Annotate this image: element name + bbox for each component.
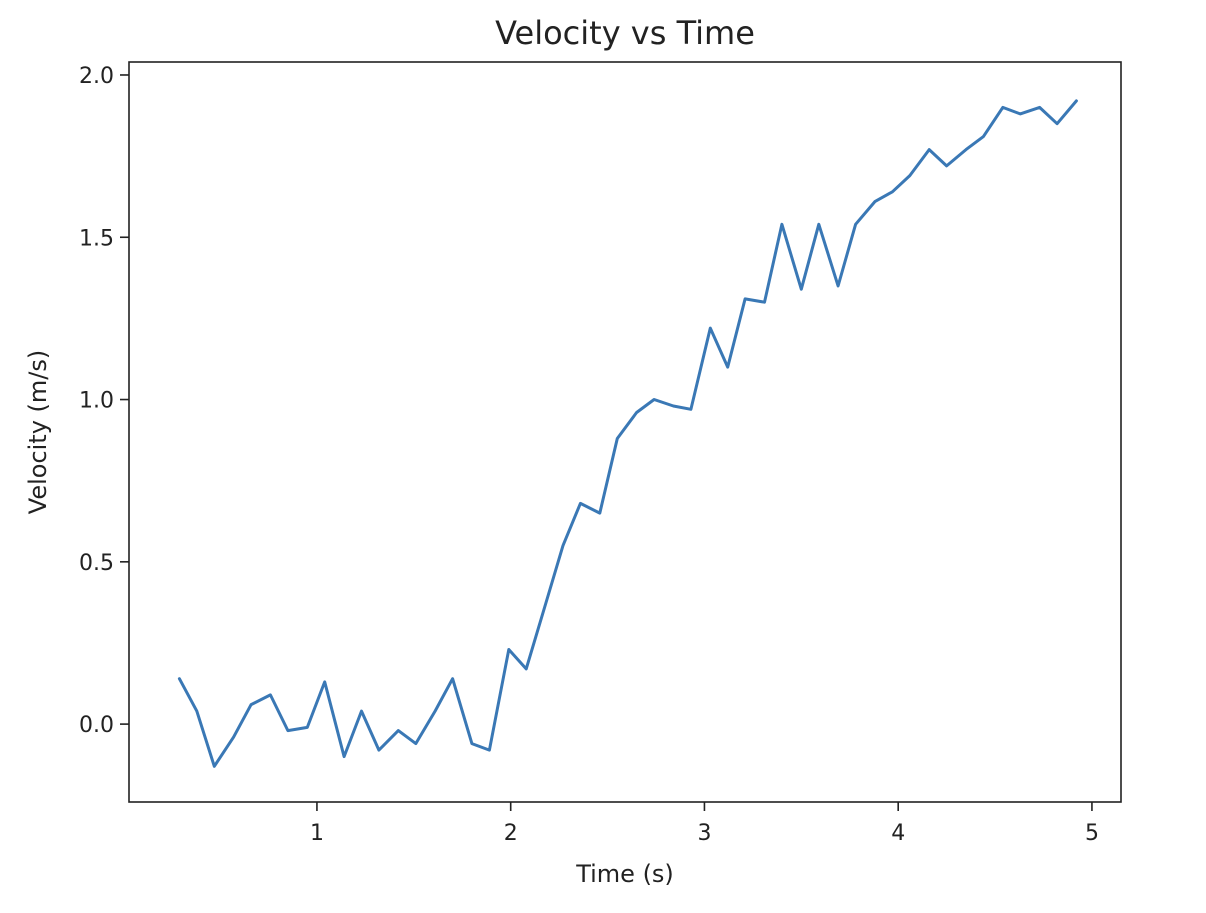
x-tick-label: 1 — [310, 821, 324, 846]
x-tick-label: 2 — [504, 821, 518, 846]
y-axis-ticks: 0.0 0.5 1.0 1.5 2.0 — [79, 64, 129, 738]
y-tick-label: 1.5 — [79, 226, 114, 251]
y-tick-label: 1.0 — [79, 389, 114, 414]
y-axis-label: Velocity (m/s) — [24, 350, 52, 514]
x-tick-label: 3 — [697, 821, 711, 846]
velocity-series-line — [177, 99, 1078, 768]
y-tick-label: 2.0 — [79, 64, 114, 89]
chart-title: Velocity vs Time — [495, 14, 755, 52]
y-tick-label: 0.5 — [79, 551, 114, 576]
x-axis-ticks: 1 2 3 4 5 — [310, 802, 1099, 846]
y-tick-label: 0.0 — [79, 713, 114, 738]
plot-area-frame — [128, 61, 1122, 803]
x-tick-label: 4 — [891, 821, 905, 846]
x-axis-label: Time (s) — [575, 860, 674, 888]
x-tick-label: 5 — [1085, 821, 1099, 846]
